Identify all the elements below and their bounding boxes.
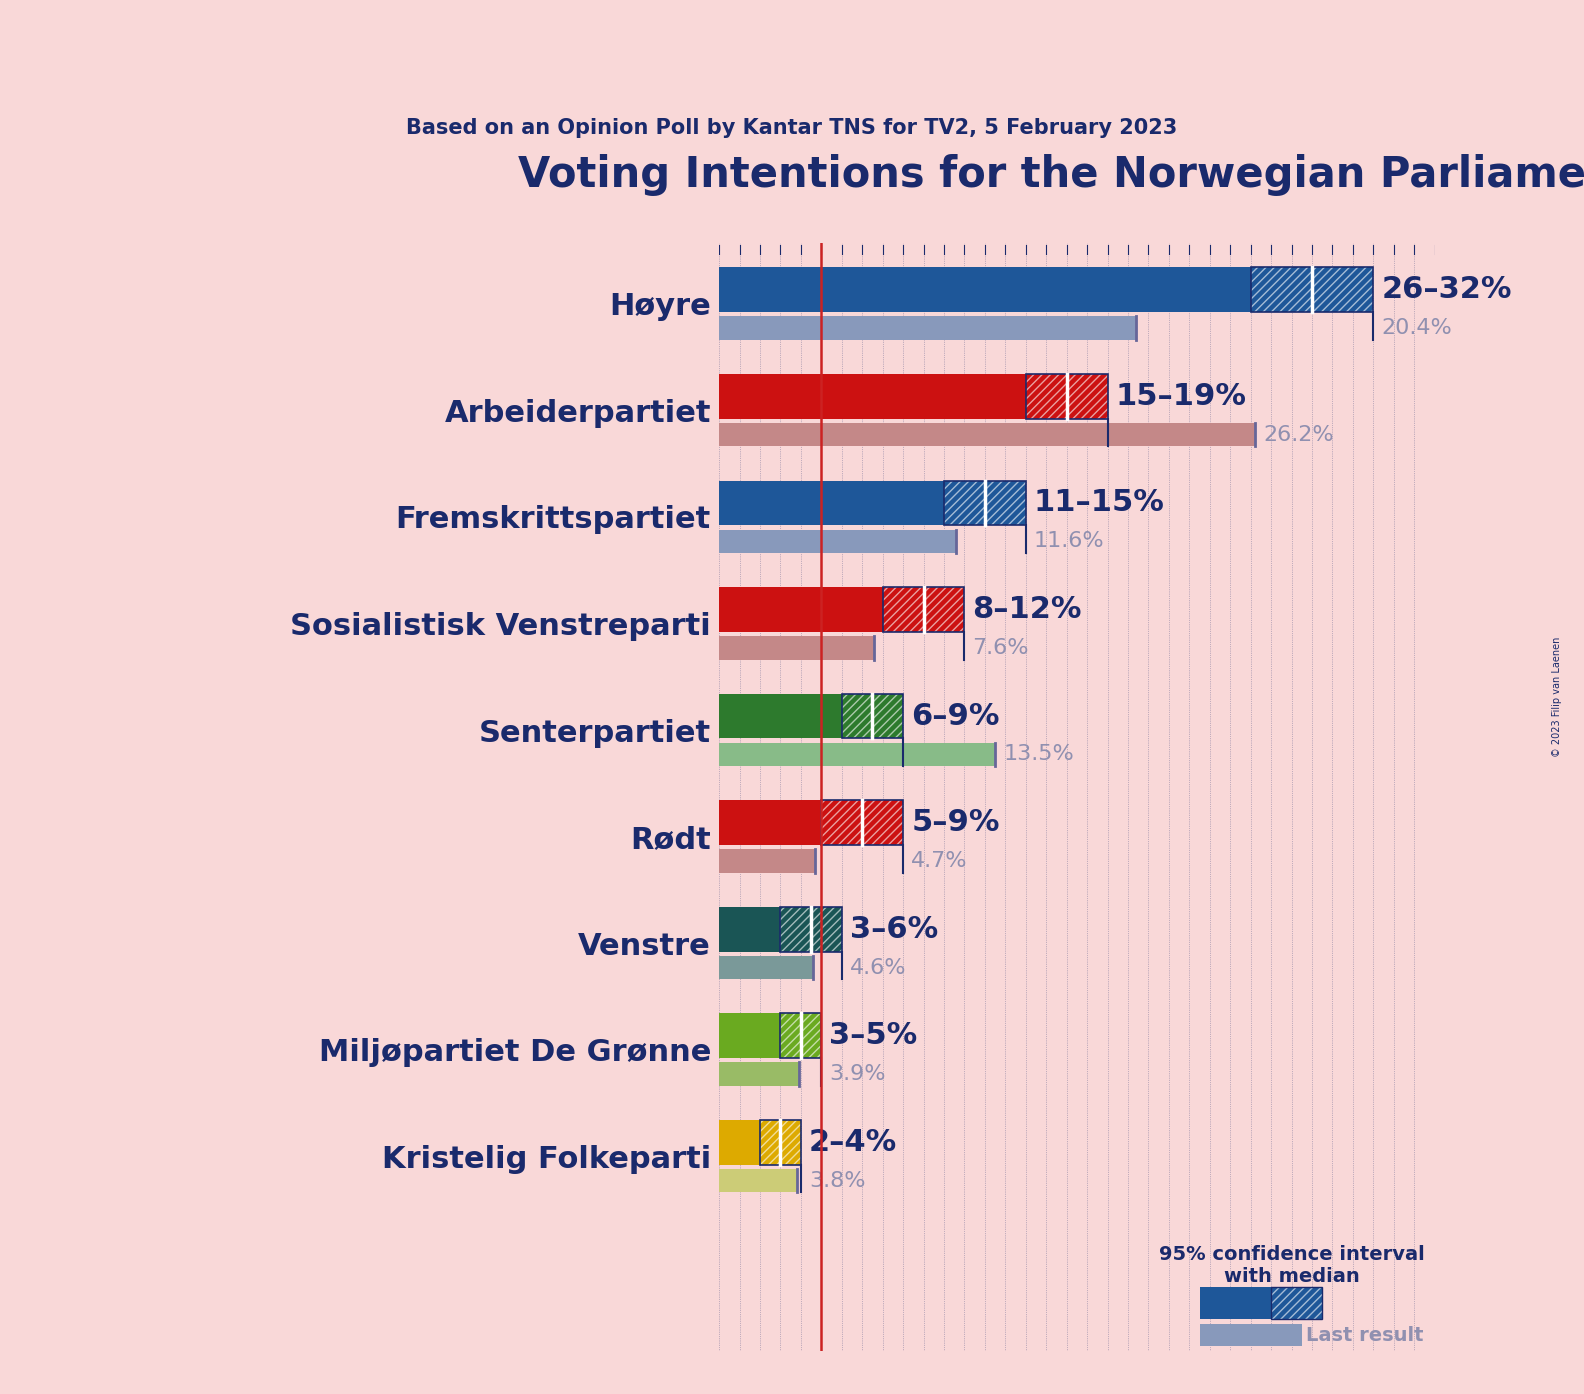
Bar <box>1026 374 1107 418</box>
Bar <box>1251 268 1373 312</box>
Bar <box>781 906 841 952</box>
Text: Fremskrittspartiet: Fremskrittspartiet <box>396 506 711 534</box>
Bar <box>841 694 903 739</box>
Bar <box>719 1119 760 1164</box>
Bar <box>719 800 821 845</box>
Text: 7.6%: 7.6% <box>973 638 1030 658</box>
Text: 6–9%: 6–9% <box>911 701 1000 730</box>
Title: Voting Intentions for the Norwegian Parliament: Voting Intentions for the Norwegian Parl… <box>518 155 1584 197</box>
Bar <box>821 800 903 845</box>
Text: Miljøpartiet De Grønne: Miljøpartiet De Grønne <box>318 1039 711 1068</box>
Bar <box>1251 268 1373 312</box>
Bar <box>821 800 903 845</box>
Text: 11.6%: 11.6% <box>1034 531 1104 551</box>
Bar <box>882 587 965 631</box>
Bar <box>760 1119 802 1164</box>
Bar <box>719 906 781 952</box>
Bar <box>821 800 903 845</box>
Text: 4.7%: 4.7% <box>911 850 968 871</box>
Bar <box>882 587 965 631</box>
Text: Kristelig Folkeparti: Kristelig Folkeparti <box>382 1144 711 1174</box>
Bar <box>1199 1324 1302 1345</box>
Bar <box>719 694 841 739</box>
Text: 11–15%: 11–15% <box>1034 488 1164 517</box>
Text: © 2023 Filip van Laenen: © 2023 Filip van Laenen <box>1552 637 1562 757</box>
Text: 20.4%: 20.4% <box>1381 318 1453 339</box>
Bar <box>1026 374 1107 418</box>
Text: Senterpartiet: Senterpartiet <box>478 718 711 747</box>
Bar <box>719 316 1136 340</box>
Bar <box>719 374 1026 418</box>
Bar <box>841 694 903 739</box>
Text: 95% confidence interval
with median: 95% confidence interval with median <box>1158 1245 1424 1285</box>
Bar <box>841 694 903 739</box>
Bar <box>719 268 1251 312</box>
Bar <box>760 1119 802 1164</box>
Text: Høyre: Høyre <box>610 293 711 322</box>
Bar <box>719 1062 798 1086</box>
Bar <box>719 481 944 526</box>
Bar <box>781 1013 821 1058</box>
Bar <box>719 422 1255 446</box>
Text: 3–6%: 3–6% <box>851 914 938 944</box>
Bar <box>1251 268 1373 312</box>
Bar <box>719 1170 797 1192</box>
Text: 26–32%: 26–32% <box>1381 276 1513 304</box>
Text: Based on an Opinion Poll by Kantar TNS for TV2, 5 February 2023: Based on an Opinion Poll by Kantar TNS f… <box>407 118 1177 138</box>
Bar <box>781 906 841 952</box>
Bar <box>944 481 1026 526</box>
Text: 2–4%: 2–4% <box>809 1128 897 1157</box>
Bar <box>719 1013 781 1058</box>
Text: Last result: Last result <box>1305 1326 1424 1345</box>
Text: 3.8%: 3.8% <box>809 1171 865 1190</box>
Bar <box>1270 1287 1323 1319</box>
Bar <box>719 743 995 767</box>
Text: Venstre: Venstre <box>578 931 711 960</box>
Bar <box>944 481 1026 526</box>
Bar <box>1270 1287 1323 1319</box>
Text: 15–19%: 15–19% <box>1115 382 1247 411</box>
Bar <box>1026 374 1107 418</box>
Bar <box>781 906 841 952</box>
Text: Arbeiderpartiet: Arbeiderpartiet <box>445 399 711 428</box>
Bar <box>1270 1287 1323 1319</box>
Bar <box>781 1013 821 1058</box>
Text: 5–9%: 5–9% <box>911 809 1000 838</box>
Bar <box>719 636 874 659</box>
Text: Rødt: Rødt <box>630 825 711 855</box>
Bar <box>944 481 1026 526</box>
Bar <box>719 530 957 553</box>
Bar <box>719 956 813 979</box>
Bar <box>1199 1287 1270 1319</box>
Bar <box>760 1119 802 1164</box>
Text: 4.6%: 4.6% <box>851 958 906 977</box>
Text: 3–5%: 3–5% <box>830 1022 917 1050</box>
Bar <box>781 1013 821 1058</box>
Text: 26.2%: 26.2% <box>1262 425 1334 445</box>
Bar <box>719 849 816 873</box>
Text: 13.5%: 13.5% <box>1003 744 1074 764</box>
Bar <box>882 587 965 631</box>
Text: Sosialistisk Venstreparti: Sosialistisk Venstreparti <box>290 612 711 641</box>
Bar <box>719 587 882 631</box>
Text: 8–12%: 8–12% <box>973 595 1082 625</box>
Text: 3.9%: 3.9% <box>830 1064 885 1085</box>
